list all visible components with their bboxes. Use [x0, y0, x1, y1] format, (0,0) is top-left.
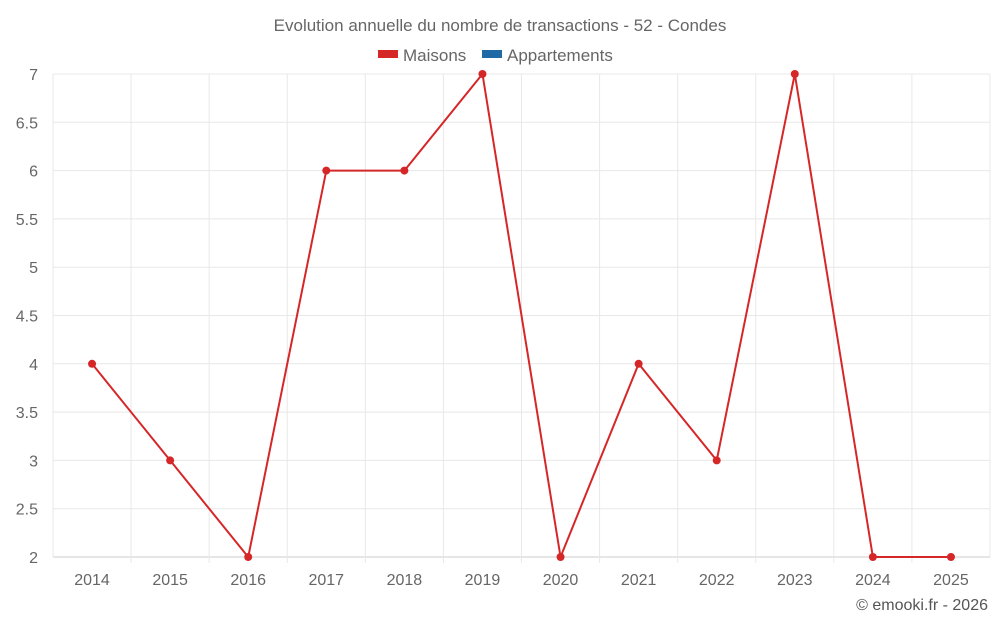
x-tick-label: 2019 — [465, 572, 501, 589]
y-tick-label: 3 — [29, 453, 38, 470]
chart-title: Evolution annuelle du nombre de transact… — [274, 16, 727, 35]
x-tick-label: 2024 — [855, 572, 891, 589]
series-maisons — [88, 70, 955, 561]
data-point[interactable] — [946, 553, 955, 561]
data-point[interactable] — [400, 166, 409, 175]
data-point[interactable] — [88, 359, 97, 368]
y-tick-label: 5.5 — [16, 212, 38, 229]
data-point[interactable] — [166, 456, 175, 465]
x-tick-label: 2022 — [699, 572, 735, 589]
credit-text: © emooki.fr - 2026 — [856, 597, 988, 614]
y-tick-label: 4.5 — [16, 309, 38, 326]
legend-swatch-appartements — [482, 50, 502, 58]
x-tick-label: 2017 — [308, 572, 344, 589]
x-tick-label: 2023 — [777, 572, 813, 589]
y-tick-label: 5 — [29, 260, 38, 277]
x-tick-label: 2018 — [387, 572, 423, 589]
data-point[interactable] — [478, 70, 487, 78]
y-tick-label: 6.5 — [16, 115, 38, 132]
legend-swatch-maisons — [378, 50, 398, 58]
legend-item-maisons[interactable]: Maisons — [378, 46, 466, 65]
data-point[interactable] — [868, 553, 877, 561]
legend-item-appartements[interactable]: Appartements — [482, 46, 613, 65]
legend: Maisons Appartements — [378, 46, 613, 65]
y-axis-ticks: 2 2.5 3 3.5 4 4.5 5 5.5 6 6.5 7 — [16, 67, 38, 567]
x-tick-label: 2020 — [543, 572, 579, 589]
legend-label-maisons: Maisons — [403, 46, 466, 65]
y-tick-label: 3.5 — [16, 405, 38, 422]
data-point[interactable] — [634, 359, 643, 368]
y-tick-label: 2.5 — [16, 502, 38, 519]
legend-label-appartements: Appartements — [507, 46, 613, 65]
x-tick-label: 2025 — [933, 572, 969, 589]
y-tick-label: 4 — [29, 357, 38, 374]
x-axis-ticks: 2014 2015 2016 2017 2018 2019 2020 2021 2022 2023… — [74, 572, 969, 589]
data-point[interactable] — [556, 553, 565, 561]
data-point[interactable] — [322, 166, 331, 175]
x-tick-label: 2015 — [152, 572, 188, 589]
y-tick-label: 7 — [29, 67, 38, 84]
x-tick-label: 2021 — [621, 572, 657, 589]
x-tick-label: 2014 — [74, 572, 110, 589]
data-point[interactable] — [712, 456, 721, 465]
y-tick-label: 6 — [29, 164, 38, 181]
data-point[interactable] — [244, 553, 253, 561]
data-point[interactable] — [790, 70, 799, 78]
y-tick-label: 2 — [29, 550, 38, 567]
x-tick-label: 2016 — [230, 572, 266, 589]
series-line-maisons — [91, 73, 951, 558]
